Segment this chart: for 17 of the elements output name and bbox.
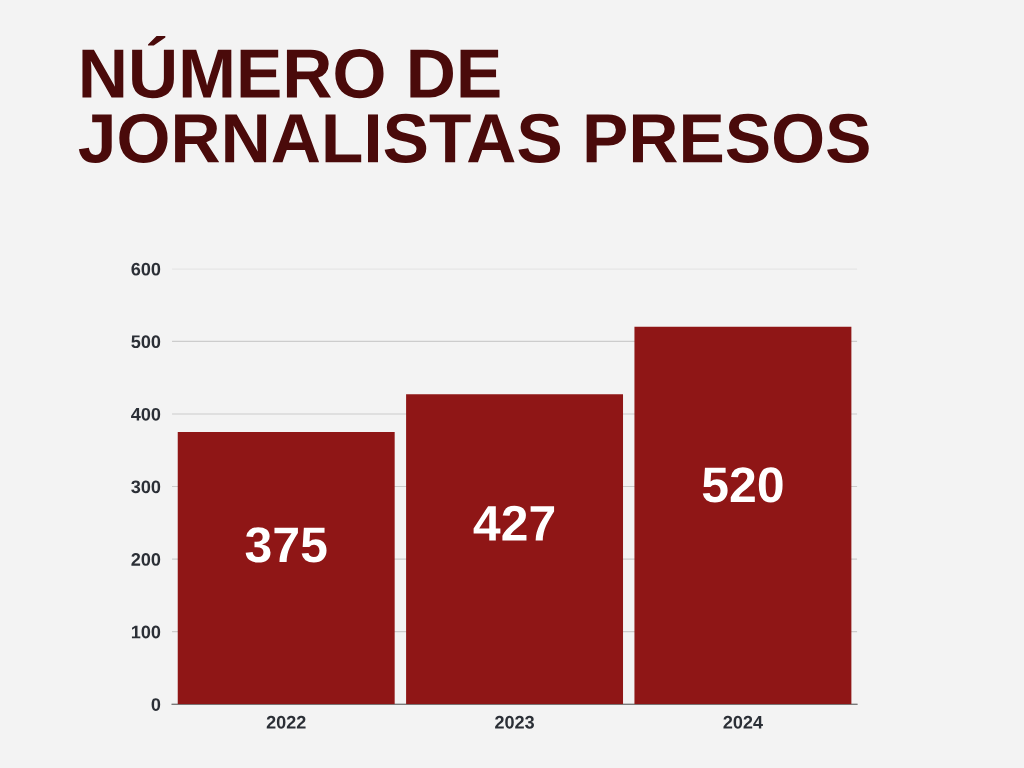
x-tick-label: 2022 <box>266 715 306 729</box>
data-label: 375 <box>245 527 327 563</box>
y-tick-label: 500 <box>131 335 161 349</box>
bar <box>634 326 852 705</box>
x-tick-label: 2024 <box>723 715 763 729</box>
y-tick-label: 300 <box>131 480 161 494</box>
data-label: 427 <box>473 505 555 541</box>
y-tick-label: 400 <box>131 407 161 421</box>
y-tick-label: 0 <box>151 698 161 711</box>
bar <box>406 394 624 705</box>
data-label: 520 <box>702 467 783 503</box>
x-tick-label: 2023 <box>495 715 534 729</box>
y-tick-label: 100 <box>131 625 161 639</box>
bar <box>177 432 395 705</box>
y-tick-label: 200 <box>131 553 161 566</box>
chart-title: NÚMERO DE JORNALISTAS PRESOS <box>78 35 869 163</box>
y-tick-label: 600 <box>131 262 161 276</box>
